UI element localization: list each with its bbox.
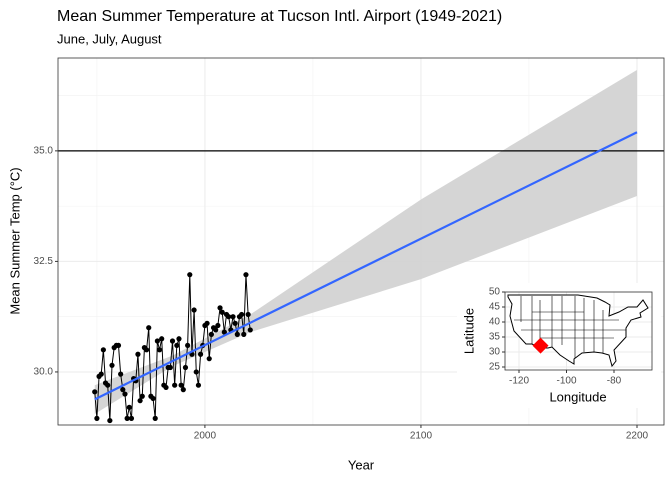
data-point [137, 398, 143, 404]
data-point [241, 331, 247, 337]
data-point [195, 382, 202, 388]
y-tick-label: 50 [489, 287, 501, 298]
data-point [226, 314, 232, 320]
data-point [247, 327, 253, 333]
inset-y-label: Latitude [461, 308, 476, 354]
data-point [180, 387, 186, 393]
x-tick-label: -80 [607, 376, 622, 387]
data-point [92, 389, 98, 395]
x-tick-label: 2100 [410, 431, 433, 442]
data-point [176, 336, 182, 342]
y-tick-label: 45 [489, 302, 501, 313]
y-tick-label: 32.5 [34, 256, 54, 267]
data-point [197, 351, 204, 357]
inset-panel: -120 -100 -80 25 30 35 40 45 50 [489, 287, 653, 387]
x-tick-label: -120 [509, 376, 529, 387]
data-point [156, 347, 163, 353]
data-point [243, 272, 249, 278]
x-tick-label: 2000 [194, 431, 217, 442]
data-point [185, 342, 191, 349]
data-point [150, 395, 156, 402]
data-point [219, 309, 225, 315]
data-point [245, 311, 251, 318]
data-point [193, 369, 199, 375]
data-point [167, 364, 173, 371]
data-point [234, 331, 240, 337]
chart-title: Mean Summer Temperature at Tucson Intl. … [57, 8, 502, 25]
data-point [154, 338, 160, 344]
data-point [213, 327, 219, 333]
data-point [109, 362, 115, 368]
data-point [115, 342, 122, 349]
data-point [152, 415, 158, 421]
x-tick-label: -100 [556, 376, 576, 387]
y-axis-label: Mean Summer Temp (°C) [7, 167, 22, 314]
y-tick-label: 40 [489, 317, 501, 328]
data-point [146, 325, 152, 331]
data-point [143, 347, 150, 353]
chart-subtitle: June, July, August [57, 31, 162, 46]
data-point [126, 404, 132, 410]
data-point [174, 342, 180, 349]
trend-line [94, 131, 638, 401]
data-point [98, 371, 104, 377]
data-point [215, 322, 221, 329]
data-point [100, 347, 106, 353]
y-tick-label: 35 [489, 332, 501, 343]
data-point [182, 364, 189, 371]
data-point [94, 415, 100, 421]
y-tick-label: 30 [489, 347, 501, 358]
data-point [187, 272, 193, 278]
data-point [139, 393, 145, 399]
data-point [163, 384, 169, 391]
data-point [232, 320, 238, 326]
data-point [107, 417, 113, 424]
data-point [172, 382, 178, 388]
location-marker [532, 337, 549, 354]
data-point [128, 415, 135, 421]
data-point [217, 305, 223, 311]
y-tick-label: 35.0 [34, 145, 54, 156]
data-point [159, 336, 165, 342]
data-point [204, 320, 210, 326]
data-point [208, 331, 214, 337]
data-point [230, 314, 236, 320]
state-lines [514, 296, 626, 358]
data-point [239, 311, 245, 318]
data-point [221, 329, 227, 335]
data-point [120, 387, 126, 393]
main-panel: 2000 2100 2200 30.0 32.5 35.0 [34, 57, 665, 442]
data-point [118, 371, 124, 377]
y-tick-label: 30.0 [34, 367, 54, 378]
x-axis-label: Year [348, 457, 375, 472]
inset-x-label: Longitude [549, 389, 606, 404]
data-point [191, 307, 197, 313]
data-point [124, 415, 130, 421]
x-tick-label: 2200 [626, 431, 649, 442]
panel-border [504, 291, 653, 371]
data-point [178, 382, 184, 388]
data-point [206, 356, 212, 362]
data-point [169, 338, 176, 344]
data-point [105, 382, 111, 388]
data-point [122, 391, 128, 397]
panel-border [57, 57, 665, 426]
data-point [135, 351, 141, 357]
y-tick-label: 25 [489, 362, 501, 373]
